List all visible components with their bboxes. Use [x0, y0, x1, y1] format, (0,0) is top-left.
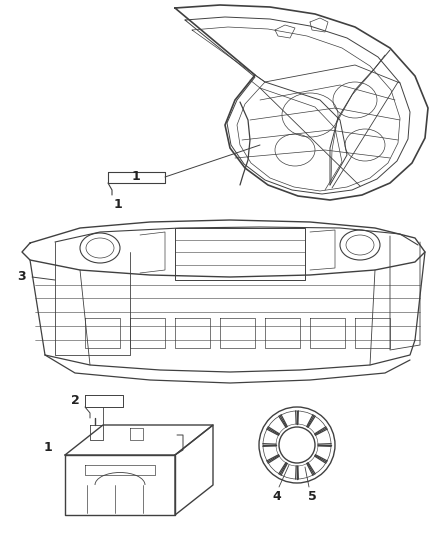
Text: 1: 1: [132, 171, 140, 183]
Text: 5: 5: [307, 490, 316, 504]
Text: 2: 2: [71, 394, 79, 408]
Text: 3: 3: [18, 271, 26, 284]
Text: 4: 4: [272, 490, 281, 504]
Text: 1: 1: [44, 441, 53, 454]
Text: 1: 1: [113, 198, 122, 212]
